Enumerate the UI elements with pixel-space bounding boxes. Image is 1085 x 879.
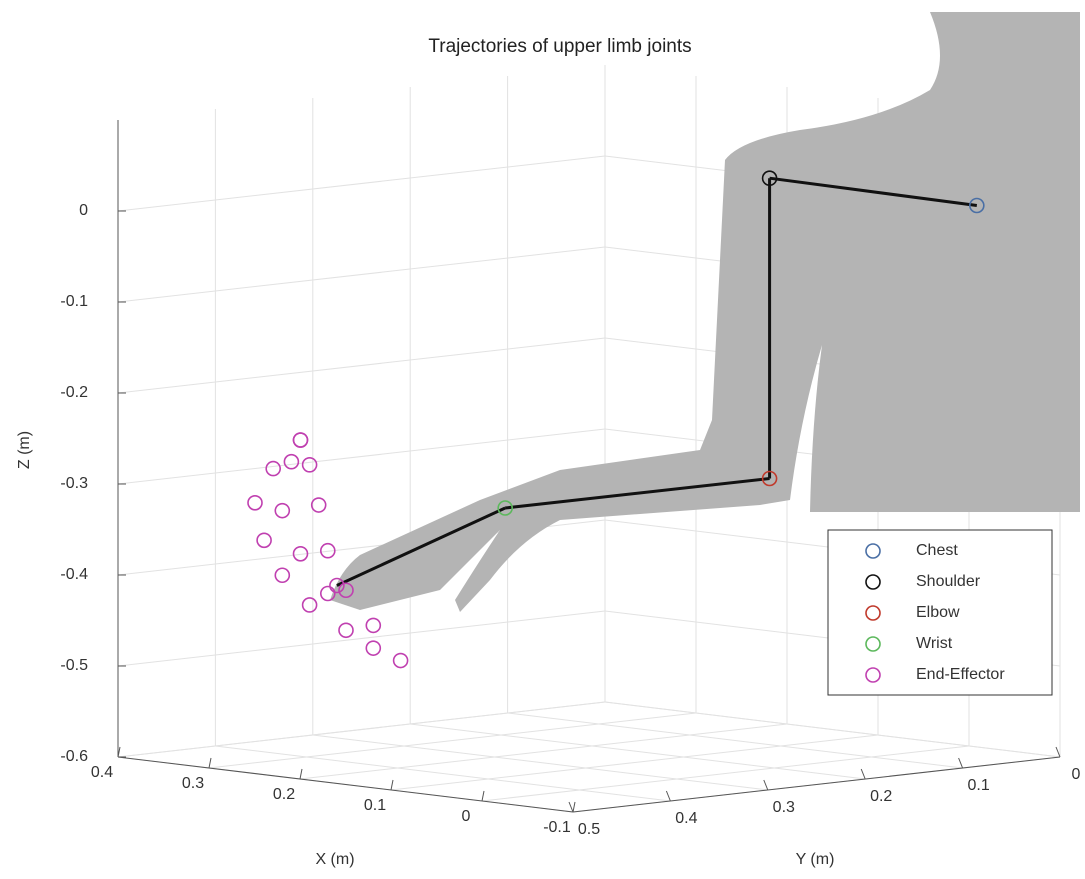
y-tick-label: 0.3 [773,799,795,816]
z-tick-label: -0.2 [60,384,88,401]
joint-point [394,654,408,668]
joint-point [339,623,353,637]
x-tick-label: 0.1 [364,797,386,814]
x-tick [573,802,575,812]
x-tick [391,780,393,790]
z-tick-label: 0 [79,202,88,219]
x-tick [300,769,302,779]
y-tick [666,791,670,801]
grid-line [118,156,605,211]
chart: -0.6 -0.5 -0.4 -0.3 -0.2 -0.1 0 -0.1 0 0.1 0.2 0.3 0… [0,0,1085,879]
joint-point [275,568,289,582]
joint-point [366,641,380,655]
joint-point [257,533,271,547]
y-tick-label: 0.4 [675,810,697,827]
z-tick-label: -0.4 [60,566,88,583]
x-axis-label: X (m) [315,851,354,868]
joint-point [248,496,262,510]
grid-line [118,338,605,393]
y-tick [764,780,768,790]
joint-point [303,598,317,612]
x-tick-label: 0.3 [182,775,204,792]
joint-point [284,455,298,469]
x-tick-label: 0.4 [91,764,113,781]
z-axis-label: Z (m) [16,431,33,469]
z-tick-label: -0.5 [60,657,88,674]
grid-line [209,713,696,768]
joint-point [266,462,280,476]
z-tick-label: -0.6 [60,748,88,765]
grid-line [118,429,605,484]
grid-line [391,735,878,790]
z-tick-label: -0.1 [60,293,88,310]
z-tick-label: -0.3 [60,475,88,492]
legend-label: Elbow [916,604,960,621]
x-tick-label: -0.1 [543,819,571,836]
joint-point [294,433,308,447]
grid-line [313,735,768,790]
y-tick-label: 0.2 [870,788,892,805]
x-tick [209,758,211,768]
x-tick-label: 0.2 [273,786,295,803]
grid-line [410,724,865,779]
joint-point [303,458,317,472]
x-tick [482,791,484,801]
legend-label: Wrist [916,635,953,652]
grid-line [605,702,1060,757]
legend-label: Chest [916,542,958,559]
y-tick [861,769,865,779]
y-axis-label: Y (m) [796,851,835,868]
grid-line [482,746,969,801]
joint-point [312,498,326,512]
page: {"chart_data": {"type": "scatter3d", "ti… [0,0,1085,879]
body-silhouette [330,12,1080,612]
x-tick-label: 0 [462,808,471,825]
chart-title: Trajectories of upper limb joints [428,36,691,57]
grid-line [118,247,605,302]
y-tick [1056,747,1060,757]
y-tick [959,758,963,768]
legend-label: End-Effector [916,666,1005,683]
joint-point [366,618,380,632]
y-tick [569,802,573,812]
legend-label: Shoulder [916,573,981,590]
grid-line [300,724,787,779]
y-tick-label: 0.1 [967,777,989,794]
grid-line [118,611,605,666]
y-tick-label: 0 [1072,766,1081,783]
y-tick-label: 0.5 [578,821,600,838]
grid-line [118,702,605,757]
grid-line [508,713,963,768]
joint-point [275,504,289,518]
